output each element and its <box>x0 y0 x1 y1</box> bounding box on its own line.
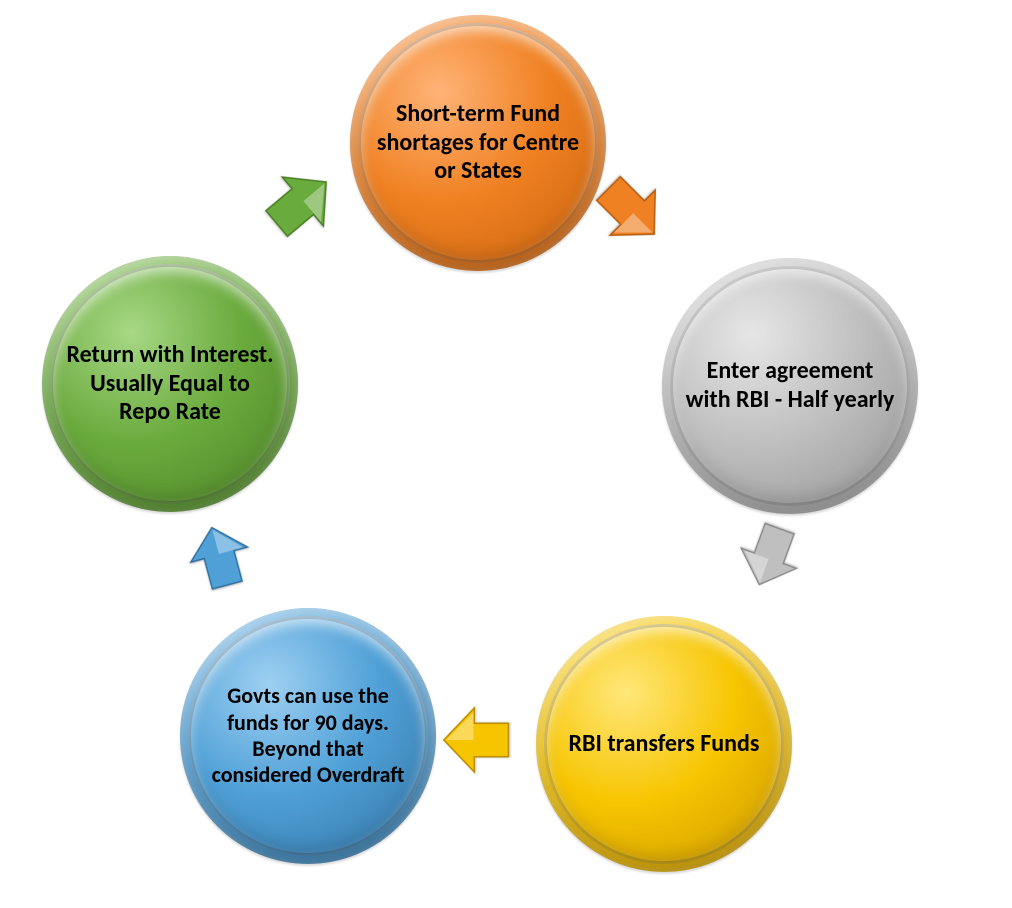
cycle-arrow-2 <box>725 510 815 600</box>
cycle-node-4-label: Govts can use the funds for 90 days. Bey… <box>200 683 416 789</box>
cycle-arrow-4 <box>177 515 263 601</box>
cycle-node-3-label: RBI transfers Funds <box>569 730 760 759</box>
cycle-node-2: Enter agreement with RBI - Half yearly <box>662 258 918 514</box>
cycle-node-1: Short-term Fund shortages for Centre or … <box>350 15 606 271</box>
cycle-node-4: Govts can use the funds for 90 days. Bey… <box>180 608 436 864</box>
cycle-arrow-3 <box>440 702 516 778</box>
cycle-node-1-label: Short-term Fund shortages for Centre or … <box>370 100 586 186</box>
cycle-arrow-5 <box>246 150 353 257</box>
cycle-node-5-label: Return with Interest. Usually Equal to R… <box>62 341 278 427</box>
cycle-node-2-label: Enter agreement with RBI - Half yearly <box>682 357 898 415</box>
cycle-node-5: Return with Interest. Usually Equal to R… <box>42 256 298 512</box>
cycle-node-3: RBI transfers Funds <box>536 616 792 872</box>
